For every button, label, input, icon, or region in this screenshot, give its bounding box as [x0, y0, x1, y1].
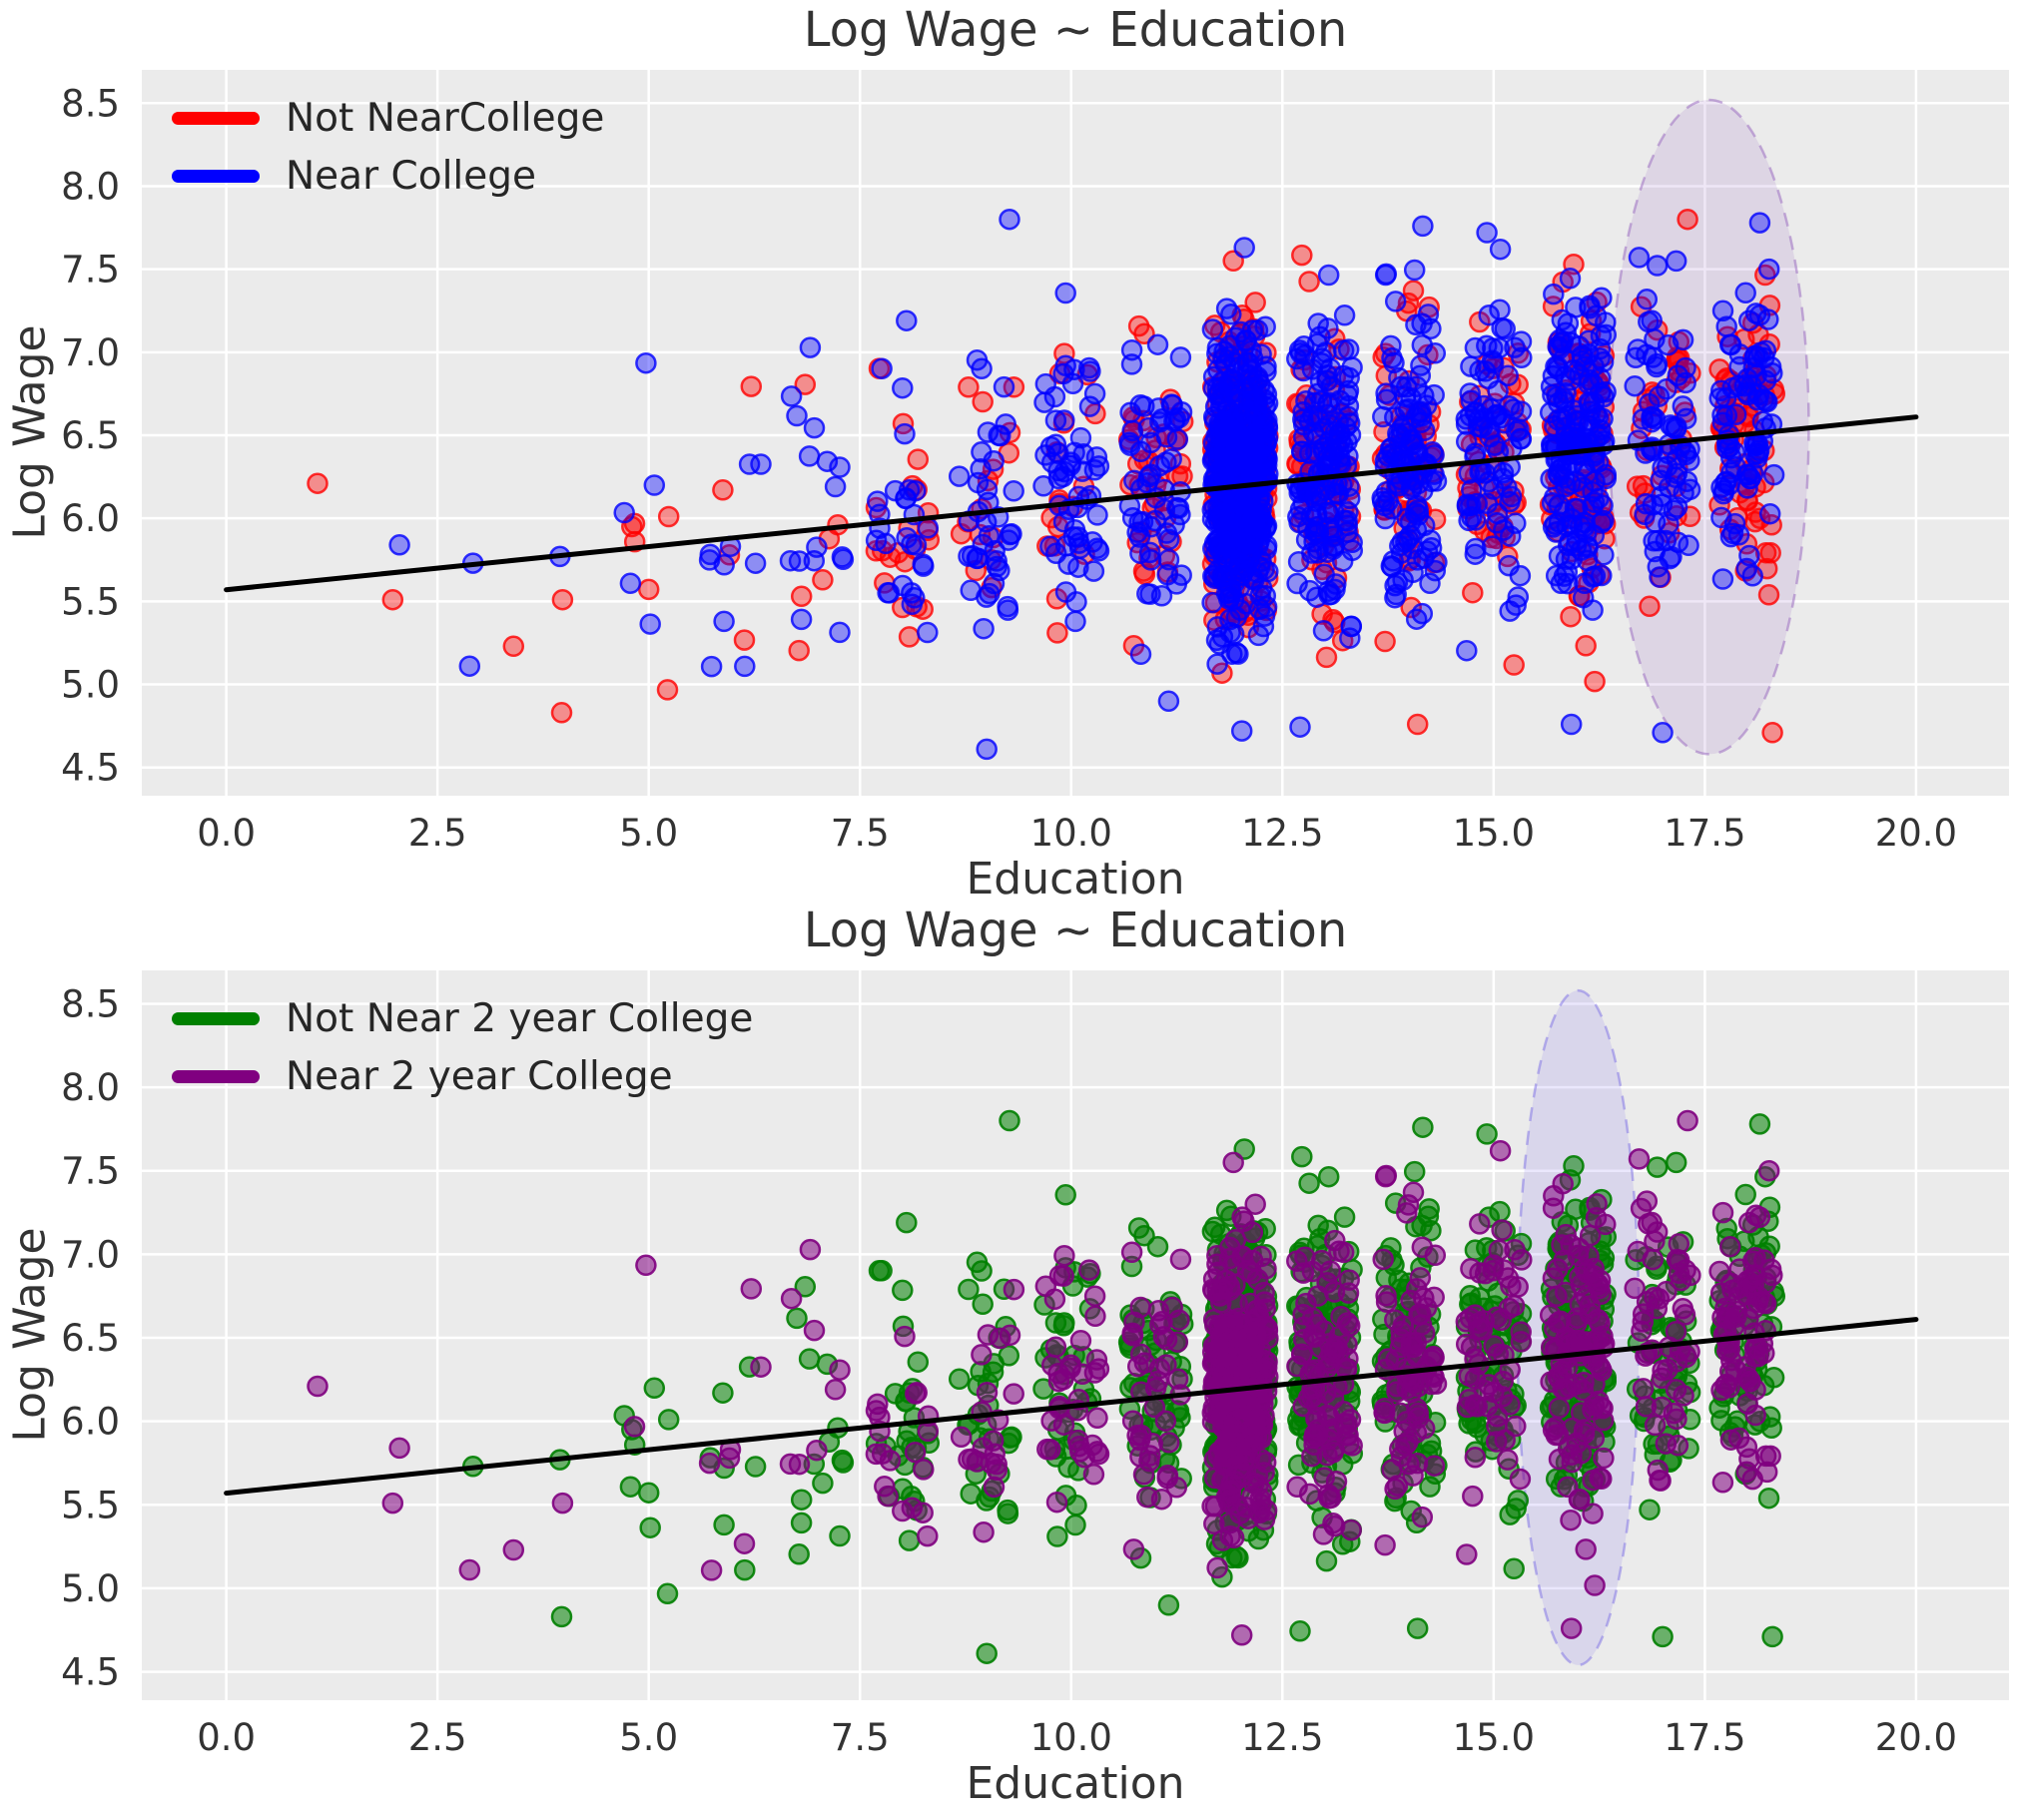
- y-tick-label: 6.0: [61, 1401, 120, 1444]
- x-tick-label: 7.5: [831, 812, 890, 855]
- x-tick-label: 2.5: [408, 812, 467, 855]
- y-tick-label: 6.5: [61, 414, 120, 457]
- x-tick-label: 2.5: [408, 1716, 467, 1759]
- x-tick-label: 20.0: [1875, 812, 1957, 855]
- x-tick-label: 17.5: [1664, 1716, 1745, 1759]
- x-tick-label: 15.0: [1453, 1716, 1535, 1759]
- bottom-legend: Not Near 2 year College Near 2 year Coll…: [172, 994, 753, 1100]
- y-tick-labels-1: 4.5 5.0 5.5 6.0 6.5 7.0 7.5 8.0 8.5: [61, 982, 120, 1693]
- x-tick-label: 5.0: [619, 1716, 678, 1759]
- top-plot-title: Log Wage ~ Education: [803, 2, 1348, 58]
- grid-lines: [142, 70, 2009, 796]
- legend-marker-not-near-college: [172, 111, 260, 125]
- x-tick-label: 12.5: [1241, 812, 1323, 855]
- legend-item-not-near-2year-college: Not Near 2 year College: [172, 994, 753, 1042]
- x-tick-labels-0: 0.0 2.5 5.0 7.5 10.0 12.5 15.0 17.5 20.0: [197, 812, 1957, 855]
- y-tick-label: 8.5: [61, 982, 120, 1025]
- y-tick-label: 4.5: [61, 747, 120, 790]
- top-y-axis-label: Log Wage: [4, 324, 56, 540]
- x-tick-label: 20.0: [1875, 1716, 1957, 1759]
- x-tick-label: 10.0: [1030, 1716, 1112, 1759]
- y-tick-label: 7.0: [61, 331, 120, 374]
- legend-label-near-college: Near College: [286, 153, 537, 199]
- x-tick-label: 7.5: [831, 1716, 890, 1759]
- legend-item-not-near-college: Not NearCollege: [172, 94, 604, 142]
- legend-item-near-2year-college: Near 2 year College: [172, 1052, 753, 1100]
- legend-label-near-2year-college: Near 2 year College: [286, 1053, 673, 1099]
- subplot-1: 0.0 2.5 5.0 7.5 10.0 12.5 15.0 17.5 20.0 4.5 5.0 5.…: [61, 970, 2009, 1759]
- series-1-points: [307, 1109, 1783, 1646]
- y-tick-label: 5.5: [61, 1484, 120, 1526]
- y-tick-label: 8.0: [61, 165, 120, 208]
- regression-line-0: [224, 414, 1919, 593]
- x-tick-label: 15.0: [1453, 812, 1535, 855]
- x-tick-label: 0.0: [197, 812, 256, 855]
- grid-lines: [142, 970, 2009, 1700]
- scatter-points-1: [307, 1109, 1786, 1664]
- legend-item-near-college: Near College: [172, 152, 604, 200]
- legend-label-not-near-college: Not NearCollege: [286, 95, 605, 141]
- bottom-x-axis-label: Education: [966, 1758, 1185, 1809]
- y-tick-label: 4.5: [61, 1651, 120, 1694]
- x-tick-label: 0.0: [197, 1716, 256, 1759]
- x-tick-label: 10.0: [1030, 812, 1112, 855]
- legend-label-not-near-2year-college: Not Near 2 year College: [286, 995, 754, 1041]
- x-tick-label: 5.0: [619, 812, 678, 855]
- y-tick-label: 8.0: [61, 1066, 120, 1109]
- legend-marker-near-college: [172, 169, 260, 183]
- y-tick-label: 5.0: [61, 1567, 120, 1610]
- x-tick-label: 17.5: [1664, 812, 1745, 855]
- x-tick-labels-1: 0.0 2.5 5.0 7.5 10.0 12.5 15.0 17.5 20.0: [197, 1716, 1957, 1759]
- y-tick-label: 5.0: [61, 664, 120, 707]
- top-x-axis-label: Education: [966, 854, 1185, 905]
- y-tick-label: 7.5: [61, 1150, 120, 1193]
- y-tick-labels-0: 4.5 5.0 5.5 6.0 6.5 7.0 7.5 8.0 8.5: [61, 82, 120, 789]
- regression-line-1: [224, 1317, 1919, 1497]
- y-tick-label: 8.5: [61, 82, 120, 125]
- plot-0-background: [142, 70, 2009, 796]
- highlight-ellipse-0: [1608, 98, 1810, 756]
- legend-marker-not-near-2year-college: [172, 1011, 260, 1025]
- subplot-0: 0.0 2.5 5.0 7.5 10.0 12.5 15.0 17.5 20.0 4.5 5.0 5.…: [61, 70, 2009, 855]
- y-tick-label: 6.5: [61, 1317, 120, 1360]
- y-tick-label: 5.5: [61, 580, 120, 623]
- bottom-y-axis-label: Log Wage: [4, 1227, 56, 1443]
- y-tick-label: 7.5: [61, 249, 120, 292]
- x-tick-label: 12.5: [1241, 1716, 1323, 1759]
- legend-marker-near-2year-college: [172, 1069, 260, 1083]
- y-tick-label: 7.0: [61, 1233, 120, 1276]
- top-legend: Not NearCollege Near College: [172, 94, 604, 200]
- y-tick-label: 6.0: [61, 497, 120, 540]
- bottom-plot-title: Log Wage ~ Education: [803, 903, 1348, 958]
